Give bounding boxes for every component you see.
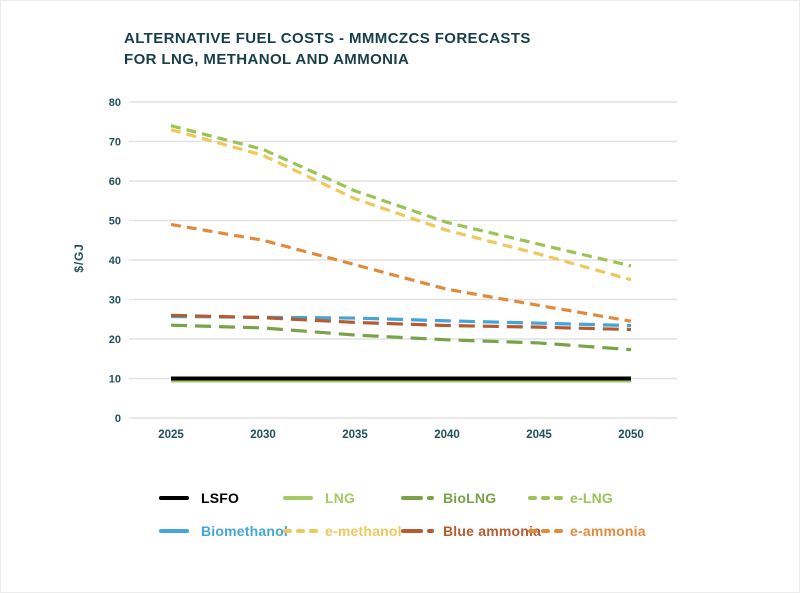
series-line-biolng bbox=[170, 323, 632, 352]
legend-label: e-LNG bbox=[570, 490, 613, 506]
x-tick-label-2025: 2025 bbox=[158, 429, 184, 441]
x-tick-label-2040: 2040 bbox=[434, 429, 460, 441]
y-tick-label-0: 0 bbox=[115, 413, 121, 425]
legend-swatch-segment bbox=[283, 529, 292, 533]
x-tick-label-2035: 2035 bbox=[342, 429, 368, 441]
legend-swatch-e-ammonia bbox=[528, 529, 564, 533]
legend-swatch-lng bbox=[283, 496, 319, 500]
x-tick-label-2045: 2045 bbox=[526, 429, 552, 441]
y-tick-label-50: 50 bbox=[109, 216, 121, 228]
legend-swatch-e-lng bbox=[528, 496, 564, 500]
chart-title-line1: ALTERNATIVE FUEL COSTS - MMMCZCS FORECAS… bbox=[124, 30, 531, 47]
series-line-e-methanol bbox=[170, 128, 632, 282]
legend-swatch-segment bbox=[427, 496, 434, 500]
x-tick-label-2050: 2050 bbox=[618, 429, 644, 441]
legend-label: LSFO bbox=[201, 490, 240, 506]
y-tick-label-60: 60 bbox=[109, 176, 121, 188]
legend-label: Biomethanol bbox=[201, 523, 288, 539]
series-line-e-ammonia bbox=[170, 222, 632, 323]
legend-swatch-blue-ammonia bbox=[401, 529, 437, 533]
legend-label: LNG bbox=[325, 490, 356, 506]
chart-title: ALTERNATIVE FUEL COSTS - MMMCZCS FORECAS… bbox=[124, 28, 531, 70]
legend-item-biolng: BioLNG bbox=[401, 488, 496, 508]
legend-swatch-segment bbox=[401, 529, 423, 533]
legend-swatch-segment bbox=[427, 529, 434, 533]
y-tick-label-10: 10 bbox=[109, 374, 121, 386]
legend-swatch-segment bbox=[541, 529, 550, 533]
legend-swatch-segment bbox=[554, 529, 563, 533]
y-axis-title: $/GJ bbox=[72, 243, 86, 272]
y-tick-label-70: 70 bbox=[109, 137, 121, 149]
legend-swatch-biolng bbox=[401, 496, 437, 500]
legend-item-blue-ammonia: Blue ammonia bbox=[401, 521, 541, 541]
chart-title-line2: FOR LNG, METHANOL AND AMMONIA bbox=[124, 51, 410, 68]
legend-swatch-segment bbox=[296, 529, 305, 533]
legend-label: e-methanol bbox=[325, 523, 402, 539]
legend-swatch-lsfo bbox=[159, 496, 195, 500]
legend-swatch-segment bbox=[159, 529, 189, 533]
legend-item-biomethanol: Biomethanol bbox=[159, 521, 288, 541]
legend-item-e-methanol: e-methanol bbox=[283, 521, 402, 541]
legend-swatch-segment bbox=[528, 529, 537, 533]
legend-swatch-segment bbox=[528, 496, 537, 500]
legend-label: BioLNG bbox=[443, 490, 497, 506]
legend-swatch-segment bbox=[401, 496, 423, 500]
legend-swatch-segment bbox=[554, 496, 563, 500]
legend-label: e-ammonia bbox=[570, 523, 646, 539]
x-tick-label-2030: 2030 bbox=[250, 429, 276, 441]
legend-swatch-segment bbox=[159, 496, 189, 500]
legend-swatch-segment bbox=[283, 496, 313, 500]
series-line-e-lng bbox=[170, 124, 632, 268]
y-tick-label-40: 40 bbox=[109, 255, 121, 267]
series-line-blue-ammonia bbox=[170, 313, 632, 332]
legend-swatch-segment bbox=[309, 529, 318, 533]
y-tick-label-20: 20 bbox=[109, 334, 121, 346]
legend-label: Blue ammonia bbox=[443, 523, 542, 539]
legend-swatch-biomethanol bbox=[159, 529, 195, 533]
legend-item-e-lng: e-LNG bbox=[528, 488, 613, 508]
legend-item-lng: LNG bbox=[283, 488, 355, 508]
legend-item-lsfo: LSFO bbox=[159, 488, 239, 508]
y-tick-label-80: 80 bbox=[109, 97, 121, 109]
legend-swatch-e-methanol bbox=[283, 529, 319, 533]
y-tick-label-30: 30 bbox=[109, 295, 121, 307]
legend-swatch-segment bbox=[541, 496, 550, 500]
legend-item-e-ammonia: e-ammonia bbox=[528, 521, 646, 541]
